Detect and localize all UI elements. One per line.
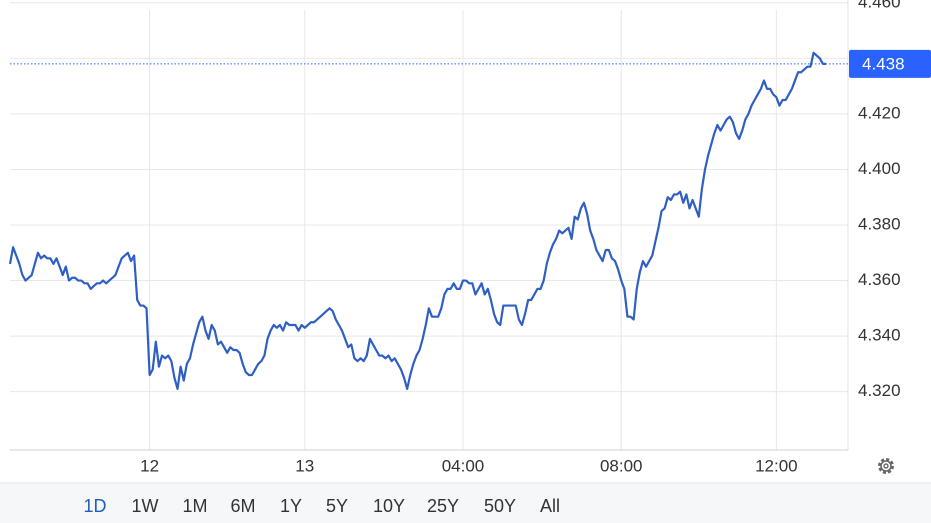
gear-ring — [880, 460, 892, 472]
y-tick-label: 4.360 — [858, 270, 901, 289]
x-tick-label: 13 — [295, 456, 314, 475]
range-button[interactable]: 10Y — [373, 496, 405, 516]
range-button[interactable]: All — [540, 496, 560, 516]
range-button[interactable]: 6M — [230, 496, 255, 516]
gear-hub — [883, 463, 889, 469]
range-button[interactable]: 1W — [132, 496, 159, 516]
range-button[interactable]: 50Y — [484, 496, 516, 516]
grid — [10, 2, 848, 450]
gear-teeth — [878, 458, 894, 474]
x-tick-label: 12:00 — [755, 456, 798, 475]
y-tick-label: 4.320 — [858, 381, 901, 400]
y-tick-label: 4.420 — [858, 103, 901, 122]
range-button[interactable]: 1Y — [280, 496, 302, 516]
y-tick-label: 4.380 — [858, 214, 901, 233]
range-button[interactable]: 5Y — [326, 496, 348, 516]
x-tick-label: 12 — [140, 456, 159, 475]
range-button[interactable]: 25Y — [427, 496, 459, 516]
y-tick-label: 4.400 — [858, 159, 901, 178]
range-button[interactable]: 1M — [182, 496, 207, 516]
price-line — [8, 51, 826, 390]
x-tick-label: 04:00 — [442, 456, 485, 475]
settings-icon[interactable] — [878, 458, 894, 474]
last-price-box — [849, 49, 931, 78]
y-tick-label: 4.340 — [858, 326, 901, 345]
range-button[interactable]: 1D — [83, 496, 106, 516]
last-price-label: 4.438 — [862, 54, 905, 73]
x-tick-label: 08:00 — [600, 456, 643, 475]
y-tick-label: 4.460 — [858, 0, 901, 11]
range-bar — [0, 483, 931, 523]
